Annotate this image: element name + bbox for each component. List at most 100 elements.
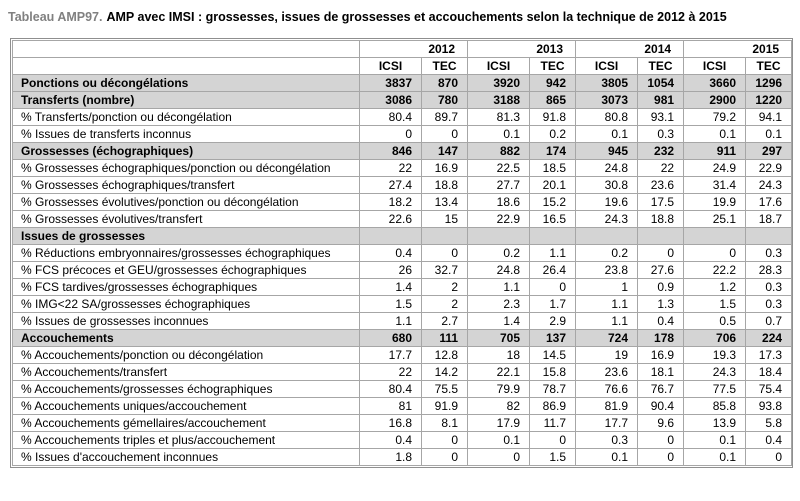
value-cell-tec-2014: 1.3 — [637, 295, 685, 313]
value-cell-tec-2013: 865 — [529, 91, 577, 109]
section-row: Ponctions ou décongélations 3837 870 3920 94… — [12, 74, 793, 92]
data-row: % Accouchements/ponction ou décongélatio… — [12, 346, 793, 364]
technique-header-tec-2012: TEC — [420, 57, 469, 75]
row-label: % FCS précoces et GEU/grossesses échogra… — [12, 261, 360, 279]
row-label: % Grossesses échographiques/transfert — [12, 176, 360, 194]
technique-header-row: ICSI TEC ICSI TEC ICSI TEC ICSI TEC — [12, 57, 793, 75]
technique-header-icsi-2014: ICSI — [575, 57, 639, 75]
value-cell-tec-2012: 75.5 — [420, 380, 469, 398]
value-cell-icsi-2015: 0 — [683, 244, 747, 262]
data-row: % Grossesses évolutives/transfert 22.6 15 2… — [12, 210, 793, 228]
value-cell-tec-2015: 22.9 — [745, 159, 793, 177]
value-cell-icsi-2015: 13.9 — [683, 414, 747, 432]
value-cell-icsi-2015: 1.5 — [683, 295, 747, 313]
value-cell-icsi-2014: 3805 — [575, 74, 639, 92]
value-cell-icsi-2015: 79.2 — [683, 108, 747, 126]
value-cell-icsi-2014: 1.1 — [575, 312, 639, 330]
amp-imsi-table: 2012 2013 2014 2015 ICSI TEC ICSI TEC ICSI TEC ICS… — [12, 40, 793, 466]
value-cell-icsi-2013: 2.3 — [467, 295, 531, 313]
value-cell-tec-2015: 93.8 — [745, 397, 793, 415]
year-header-2012: 2012 — [358, 40, 469, 58]
value-cell-tec-2015: 0.7 — [745, 312, 793, 330]
table-frame: 2012 2013 2014 2015 ICSI TEC ICSI TEC ICSI TEC ICS… — [10, 38, 793, 468]
table-head: 2012 2013 2014 2015 ICSI TEC ICSI TEC ICSI TEC ICS… — [12, 40, 793, 75]
value-cell-icsi-2012: 16.8 — [359, 414, 422, 432]
data-row: % Accouchements uniques/accouchement 81 91… — [12, 397, 793, 415]
section-row: Transferts (nombre) 3086 780 3188 865 3073 981… — [12, 91, 793, 109]
value-cell-tec-2012: 2.7 — [420, 312, 469, 330]
value-cell-icsi-2013: 79.9 — [467, 380, 531, 398]
value-cell-icsi-2013: 705 — [467, 329, 531, 347]
value-cell-icsi-2015: 77.5 — [683, 380, 747, 398]
data-row: % Grossesses évolutives/ponction ou déco… — [12, 193, 793, 211]
table-body: Ponctions ou décongélations 3837 870 3920 94… — [12, 74, 793, 466]
value-cell-icsi-2014: 3073 — [575, 91, 639, 109]
value-cell-tec-2013: 18.5 — [529, 159, 577, 177]
value-cell-icsi-2014: 945 — [575, 142, 639, 160]
value-cell-icsi-2013: 882 — [467, 142, 531, 160]
value-cell-icsi-2015 — [683, 227, 747, 245]
value-cell-icsi-2015: 24.9 — [683, 159, 747, 177]
value-cell-icsi-2013: 3188 — [467, 91, 531, 109]
value-cell-tec-2015: 0.3 — [745, 244, 793, 262]
value-cell-tec-2014: 17.5 — [637, 193, 685, 211]
value-cell-tec-2013: 91.8 — [529, 108, 577, 126]
value-cell-icsi-2015: 31.4 — [683, 176, 747, 194]
data-row: % Issues de transferts inconnus 0 0 0.1 0.2 0… — [12, 125, 793, 143]
value-cell-tec-2013: 26.4 — [529, 261, 577, 279]
value-cell-icsi-2013: 22.1 — [467, 363, 531, 381]
value-cell-icsi-2015: 85.8 — [683, 397, 747, 415]
corner-cell — [12, 40, 360, 58]
value-cell-icsi-2014: 724 — [575, 329, 639, 347]
value-cell-tec-2014 — [637, 227, 685, 245]
value-cell-tec-2012: 0 — [420, 448, 469, 466]
data-row: % Accouchements/grossesses échographique… — [12, 380, 793, 398]
value-cell-tec-2013: 0 — [529, 278, 577, 296]
value-cell-icsi-2014: 0.2 — [575, 244, 639, 262]
value-cell-icsi-2014: 1 — [575, 278, 639, 296]
value-cell-icsi-2014: 1.1 — [575, 295, 639, 313]
value-cell-icsi-2013 — [467, 227, 531, 245]
year-header-2013: 2013 — [467, 40, 577, 58]
value-cell-icsi-2013: 82 — [467, 397, 531, 415]
row-label: % Grossesses évolutives/transfert — [12, 210, 360, 228]
data-row: % Accouchements/transfert 22 14.2 22.1 15.8 2… — [12, 363, 793, 381]
value-cell-icsi-2013: 1.4 — [467, 312, 531, 330]
section-row: Accouchements 680 111 705 137 724 178 706 224 — [12, 329, 793, 347]
value-cell-icsi-2015: 25.1 — [683, 210, 747, 228]
table-title-text: AMP avec IMSI : grossesses, issues de gr… — [106, 10, 727, 24]
value-cell-tec-2013: 14.5 — [529, 346, 577, 364]
value-cell-tec-2013: 0 — [529, 431, 577, 449]
value-cell-icsi-2012: 22 — [359, 363, 422, 381]
row-label: Accouchements — [12, 329, 360, 347]
value-cell-icsi-2015: 1.2 — [683, 278, 747, 296]
value-cell-icsi-2012: 680 — [359, 329, 422, 347]
value-cell-tec-2015: 0.1 — [745, 125, 793, 143]
value-cell-icsi-2013: 22.5 — [467, 159, 531, 177]
data-row: % FCS tardives/grossesses échographiques… — [12, 278, 793, 296]
value-cell-icsi-2013: 17.9 — [467, 414, 531, 432]
value-cell-tec-2013: 2.9 — [529, 312, 577, 330]
year-header-row: 2012 2013 2014 2015 — [12, 40, 793, 58]
value-cell-tec-2015: 17.6 — [745, 193, 793, 211]
value-cell-tec-2012: 8.1 — [420, 414, 469, 432]
data-row: % Grossesses échographiques/transfert 27.… — [12, 176, 793, 194]
value-cell-icsi-2013: 18.6 — [467, 193, 531, 211]
value-cell-tec-2014: 1054 — [637, 74, 685, 92]
value-cell-tec-2014: 93.1 — [637, 108, 685, 126]
value-cell-tec-2013: 0.2 — [529, 125, 577, 143]
data-row: % Accouchements gémellaires/accouchement… — [12, 414, 793, 432]
value-cell-tec-2015: 297 — [745, 142, 793, 160]
value-cell-tec-2014: 16.9 — [637, 346, 685, 364]
value-cell-tec-2012: 89.7 — [420, 108, 469, 126]
value-cell-tec-2013: 174 — [529, 142, 577, 160]
value-cell-tec-2015: 0.3 — [745, 295, 793, 313]
value-cell-icsi-2014: 30.8 — [575, 176, 639, 194]
row-label: % FCS tardives/grossesses échographiques — [12, 278, 360, 296]
value-cell-icsi-2015: 0.5 — [683, 312, 747, 330]
value-cell-tec-2012: 780 — [420, 91, 469, 109]
value-cell-tec-2014: 178 — [637, 329, 685, 347]
value-cell-icsi-2014: 19 — [575, 346, 639, 364]
value-cell-tec-2012: 13.4 — [420, 193, 469, 211]
row-label: % Grossesses évolutives/ponction ou déco… — [12, 193, 360, 211]
